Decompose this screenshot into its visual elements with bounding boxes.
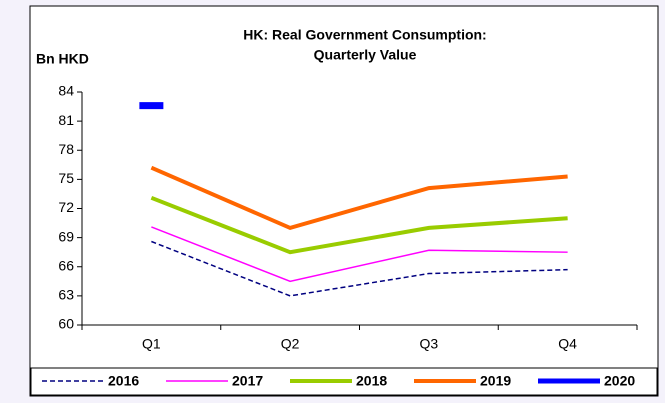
y-axis-label: Bn HKD <box>36 51 89 67</box>
series-line <box>150 165 568 231</box>
y-tick-label: 60 <box>58 316 74 332</box>
x-tick-label: Q4 <box>558 336 577 352</box>
legend-label: 2018 <box>356 373 387 389</box>
chart-title: HK: Real Government Consumption: <box>243 27 486 43</box>
series-line <box>151 226 568 283</box>
y-tick-label: 84 <box>58 83 74 99</box>
series-line <box>151 240 568 297</box>
y-tick-label: 75 <box>58 170 74 186</box>
y-tick-label: 72 <box>58 199 74 215</box>
y-tick-label: 63 <box>58 287 74 303</box>
y-tick-label: 66 <box>58 257 74 273</box>
chart-title: Quarterly Value <box>314 47 417 63</box>
legend-label: 2017 <box>232 373 263 389</box>
chart-frame <box>29 5 659 397</box>
legend-label: 2019 <box>480 373 511 389</box>
legend-label: 2020 <box>604 373 635 389</box>
x-tick-label: Q2 <box>281 336 300 352</box>
y-tick-label: 69 <box>58 228 74 244</box>
x-tick-label: Q1 <box>142 336 161 352</box>
legend-label: 2016 <box>108 373 139 389</box>
x-tick-label: Q3 <box>420 336 439 352</box>
y-tick-label: 78 <box>58 141 74 157</box>
y-tick-label: 81 <box>58 112 74 128</box>
series-line <box>150 195 568 255</box>
